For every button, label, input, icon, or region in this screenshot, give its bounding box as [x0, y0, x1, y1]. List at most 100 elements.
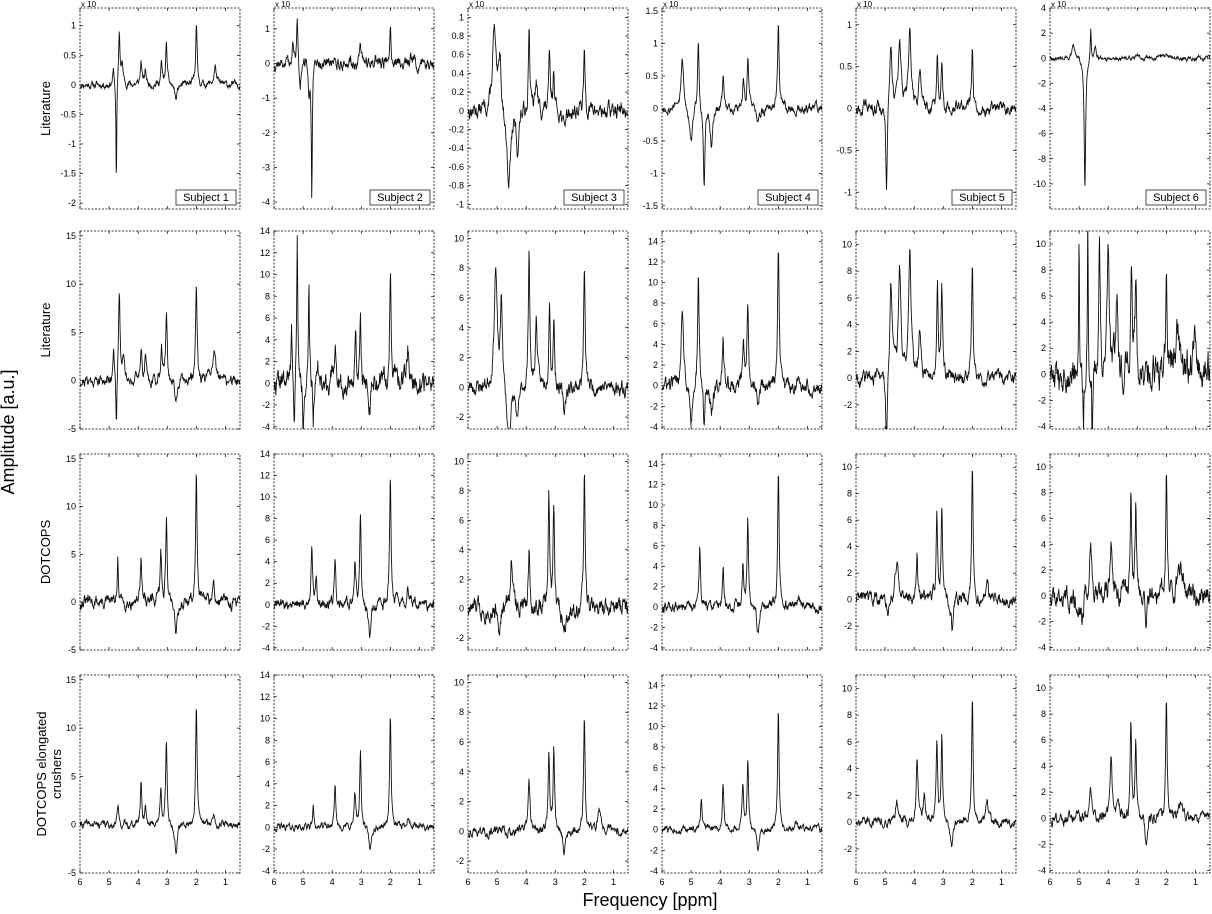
y-tick-label: 2 [459, 353, 464, 363]
y-tick-label: 2 [265, 801, 270, 811]
panel-frame [273, 230, 435, 430]
y-tick-label: 2 [847, 346, 852, 356]
spectrum-panel: -2 0 2 4 6 8 10 [842, 230, 1017, 430]
y-tick-label: 0 [847, 817, 852, 827]
y-tick-label: -4 [650, 422, 658, 432]
spectrum-line [856, 27, 1016, 191]
y-tick-label: 0 [653, 381, 658, 391]
y-tick-label: -5 [68, 645, 76, 655]
y-tick-label: 15 [66, 675, 76, 685]
x-tick-label: 1 [1193, 877, 1198, 887]
x-tick-label: 5 [301, 877, 306, 887]
y-tick-label: 4 [1041, 539, 1046, 549]
x-tick-label: 4 [136, 877, 141, 887]
spectrum-panel: -5 0 5 10 15 [66, 453, 241, 655]
spectrum-line [274, 479, 434, 638]
y-tick-label: 0 [653, 825, 658, 835]
y-tick-label: 4 [653, 561, 658, 571]
x-tick-label: 6 [77, 877, 82, 887]
panel-frame [273, 674, 435, 874]
subject-box [951, 189, 1013, 206]
spectrum-panel: -5 0 5 10 15 [66, 230, 241, 434]
y-tick-label: 4 [653, 339, 658, 349]
y-tick-label: 14 [260, 226, 270, 236]
figure-x-label: Frequency [ppm] [582, 890, 717, 910]
y-tick-label: -1 [844, 187, 852, 197]
y-tick-label: 10 [1036, 462, 1046, 472]
y-tick-label: 0.8 [451, 31, 464, 41]
spectrum-panel: -2 0 2 4 6 8 10 6 5 4 3 2 1 [842, 674, 1017, 887]
y-tick-label: -1 [456, 199, 464, 209]
panel-frame [467, 7, 629, 210]
y-tick-label: 8 [653, 742, 658, 752]
spectrum-line [468, 474, 628, 636]
y-tick-label: -4 [262, 422, 270, 432]
y-tick-label: -4 [262, 197, 270, 207]
subject-label: Subject 3 [571, 192, 617, 204]
y-tick-label: 6 [1041, 735, 1046, 745]
x-tick-label: 6 [465, 877, 470, 887]
y-tick-label: 0 [265, 58, 270, 68]
y-tick-label: -2 [1038, 839, 1046, 849]
y-tick-label: -2 [262, 844, 270, 854]
subject-label: Subject 2 [377, 192, 423, 204]
x-tick-label: 2 [776, 877, 781, 887]
x-tick-label: 3 [359, 877, 364, 887]
y-tick-label: 4 [265, 779, 270, 789]
spectrum-line [662, 475, 822, 634]
y-tick-label: 0 [265, 378, 270, 388]
y-tick-label: -2 [456, 856, 464, 866]
y-tick-label: 6 [653, 763, 658, 773]
y-tick-label: 6 [265, 535, 270, 545]
panel-frame [79, 674, 241, 874]
y-tick-label: 14 [648, 680, 658, 690]
y-tick-label: -1 [650, 168, 658, 178]
spectrum-panel: -4 -2 0 2 4 6 8 10 12 14 [648, 230, 823, 432]
y-tick-label: -4 [1038, 104, 1046, 114]
spectrum-line [662, 252, 822, 426]
panel-frame [661, 230, 823, 430]
y-tick-label: 2 [459, 574, 464, 584]
panel-frame [1049, 453, 1211, 651]
y-tick-label: 10 [1036, 239, 1046, 249]
y-tick-label: 6 [653, 319, 658, 329]
spectrum-panel: -4 -2 0 2 4 6 8 10 12 14 6 5 4 3 2 1 [260, 670, 435, 887]
x-tick-label: 4 [912, 877, 917, 887]
x-tick-label: 5 [1077, 877, 1082, 887]
y-tick-label: 6 [265, 757, 270, 767]
spectrum-panel: -4 -3 -2 -1 0 1 x 10 Subject 2 [262, 0, 435, 210]
y-tick-label: 10 [66, 502, 76, 512]
y-tick-label: 6 [847, 737, 852, 747]
subject-box [1145, 189, 1207, 206]
x-tick-label: 6 [271, 877, 276, 887]
y-tick-label: -1.5 [60, 169, 76, 179]
y-tick-label: -0.6 [448, 162, 464, 172]
row-label: Literature [38, 81, 53, 136]
spectrum-panel: -10 -8 -6 -4 -2 0 2 4 x 10 Subject 6 [1033, 0, 1211, 210]
exponent-label: x 10 [275, 0, 291, 9]
panel-frame [467, 230, 629, 430]
spectrum-panel: -4 -2 0 2 4 6 8 10 [1036, 230, 1211, 431]
x-tick-label: 3 [941, 877, 946, 887]
panel-frame [79, 7, 241, 210]
y-tick-label: 2 [653, 804, 658, 814]
subject-box [757, 189, 819, 206]
y-tick-label: 6 [265, 313, 270, 323]
y-tick-label: 0 [1041, 369, 1046, 379]
exponent-label: x 10 [663, 0, 679, 9]
panel-frame [273, 453, 435, 651]
spectrum-panel: -2 -1.5 -1 -0.5 0 0.5 1 x 10 Subject 1 [60, 0, 241, 210]
x-tick-label: 3 [747, 877, 752, 887]
y-tick-label: 12 [648, 701, 658, 711]
panel-frame [79, 230, 241, 430]
x-tick-label: 2 [388, 877, 393, 887]
y-tick-label: 10 [648, 722, 658, 732]
panel-frame [1049, 7, 1211, 210]
y-tick-label: 10 [842, 683, 852, 693]
y-tick-label: 8 [265, 735, 270, 745]
subject-label: Subject 6 [1153, 192, 1199, 204]
subject-box [563, 189, 625, 206]
y-tick-label: 10 [842, 462, 852, 472]
y-tick-label: 10 [1036, 683, 1046, 693]
spectrum-line [1050, 28, 1210, 186]
